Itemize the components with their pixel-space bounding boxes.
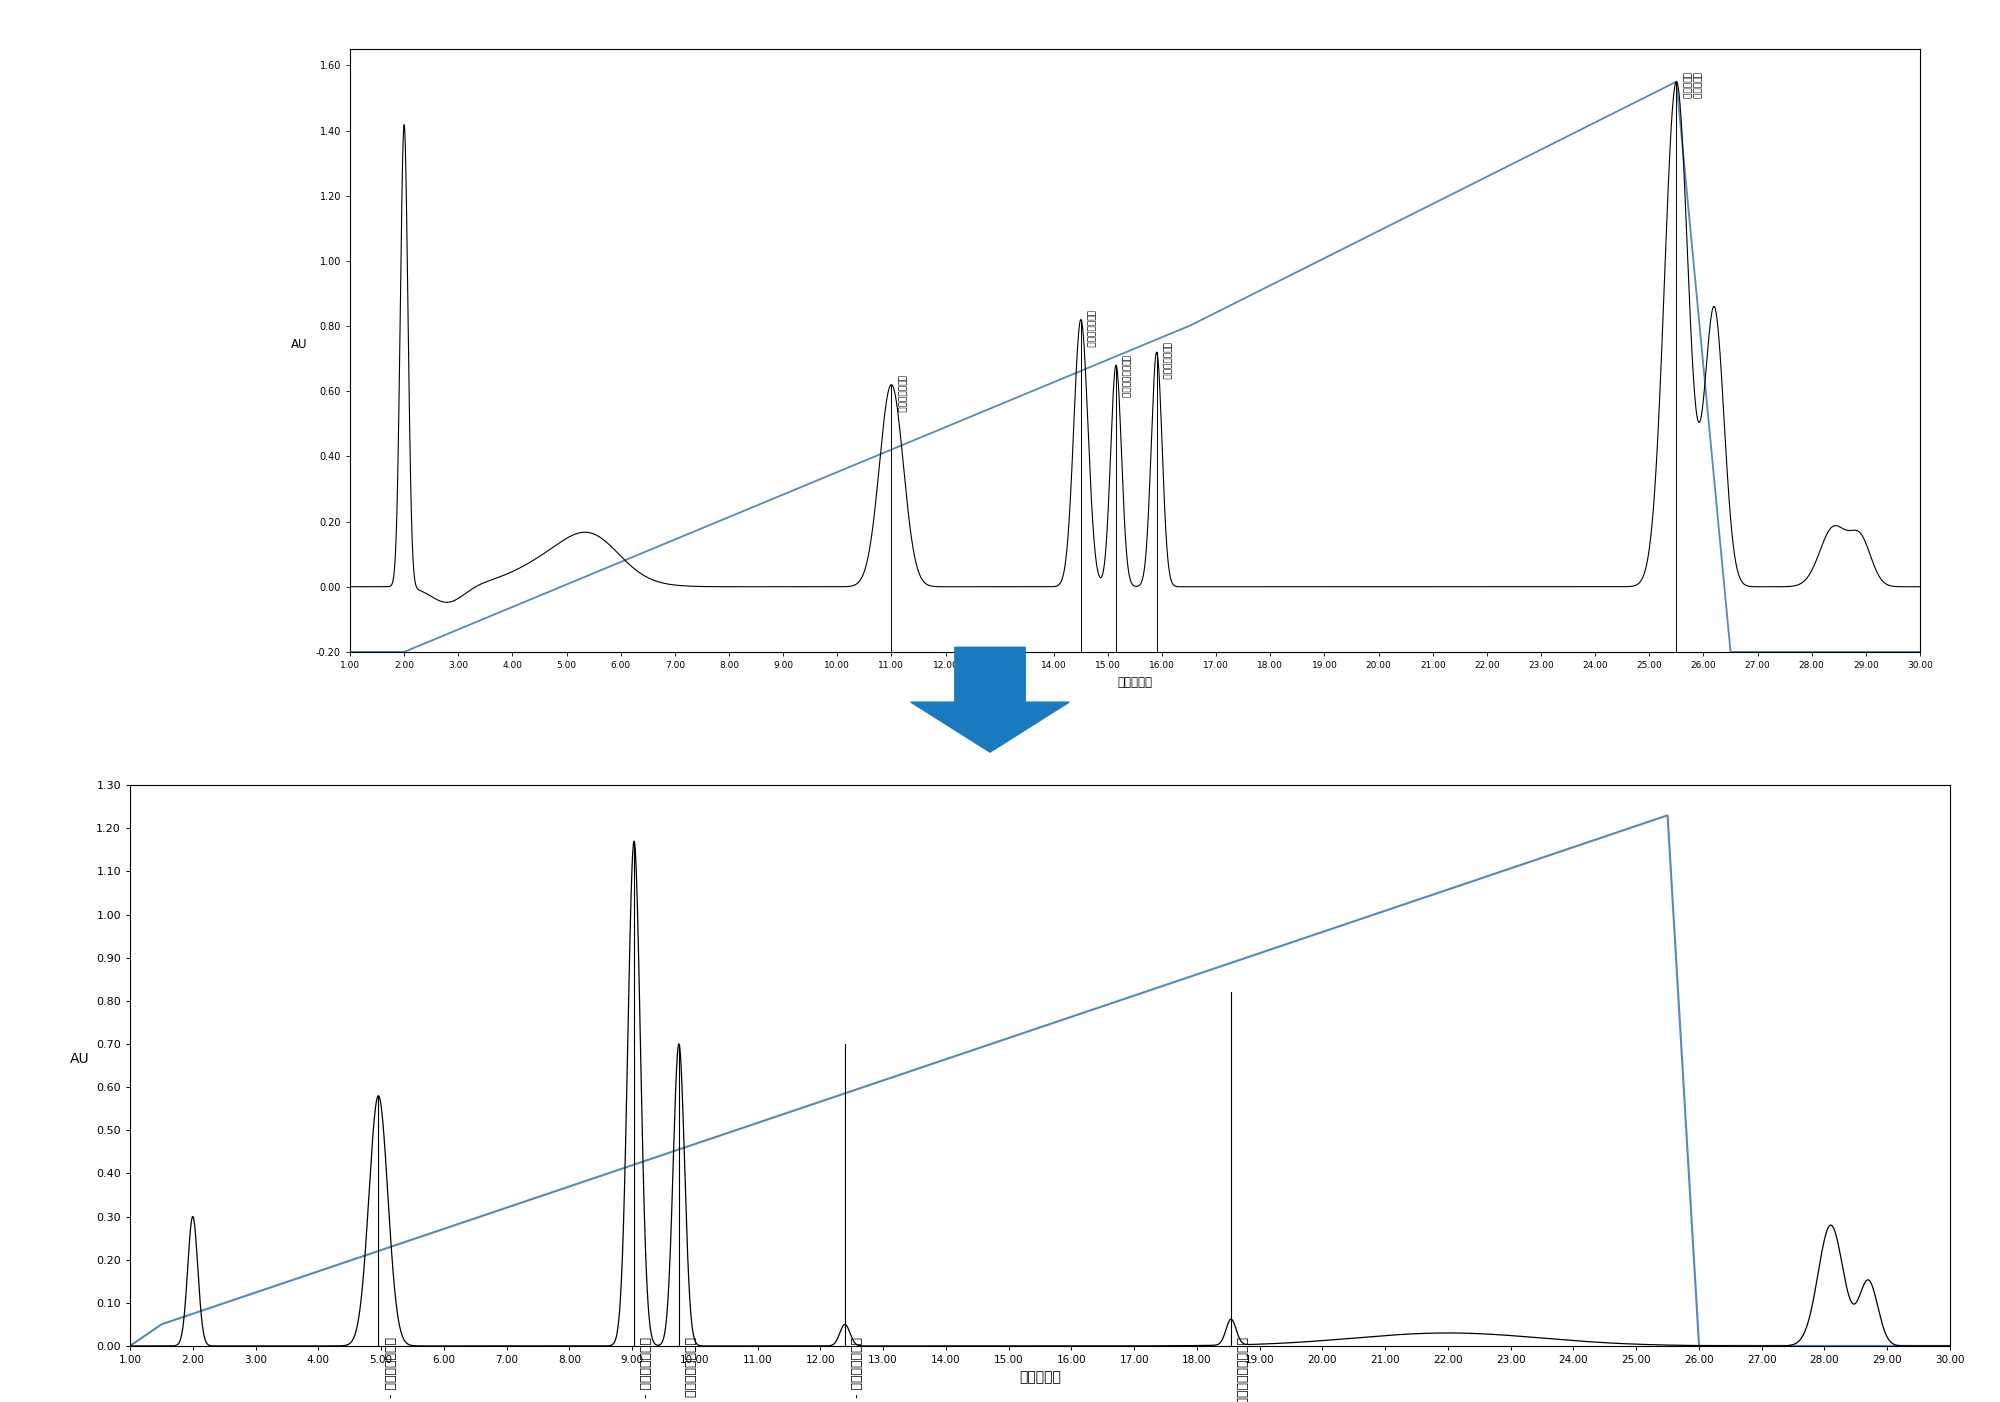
Text: ダルババンシン: ダルババンシン	[1086, 310, 1094, 348]
Text: カスポファンギン - 9.746: カスポファンギン - 9.746	[684, 1338, 696, 1402]
Text: アニデュラファンギン - 18.544: アニデュラファンギン - 18.544	[1236, 1338, 1248, 1402]
Text: タフトマイシン - 12.391: タフトマイシン - 12.391	[850, 1338, 862, 1402]
X-axis label: 時間（分）: 時間（分）	[1118, 676, 1152, 688]
Text: ダルババンシン - 9.032: ダルババンシン - 9.032	[638, 1338, 652, 1402]
Text: タフトマイシン: タフトマイシン	[1160, 342, 1170, 380]
Y-axis label: AU: AU	[292, 338, 308, 350]
Text: カスポファンギン: カスポファンギン	[1120, 355, 1130, 398]
Text: オリタバンシン - 4.958: オリタバンシン - 4.958	[382, 1338, 396, 1402]
FancyArrow shape	[910, 648, 1070, 751]
Y-axis label: AU: AU	[70, 1052, 90, 1066]
X-axis label: 時間（分）: 時間（分）	[1020, 1371, 1060, 1385]
Text: アニデュラ
ファンギン: アニデュラ ファンギン	[1680, 72, 1700, 98]
Text: オリタバンシン: オリタバンシン	[896, 374, 904, 412]
